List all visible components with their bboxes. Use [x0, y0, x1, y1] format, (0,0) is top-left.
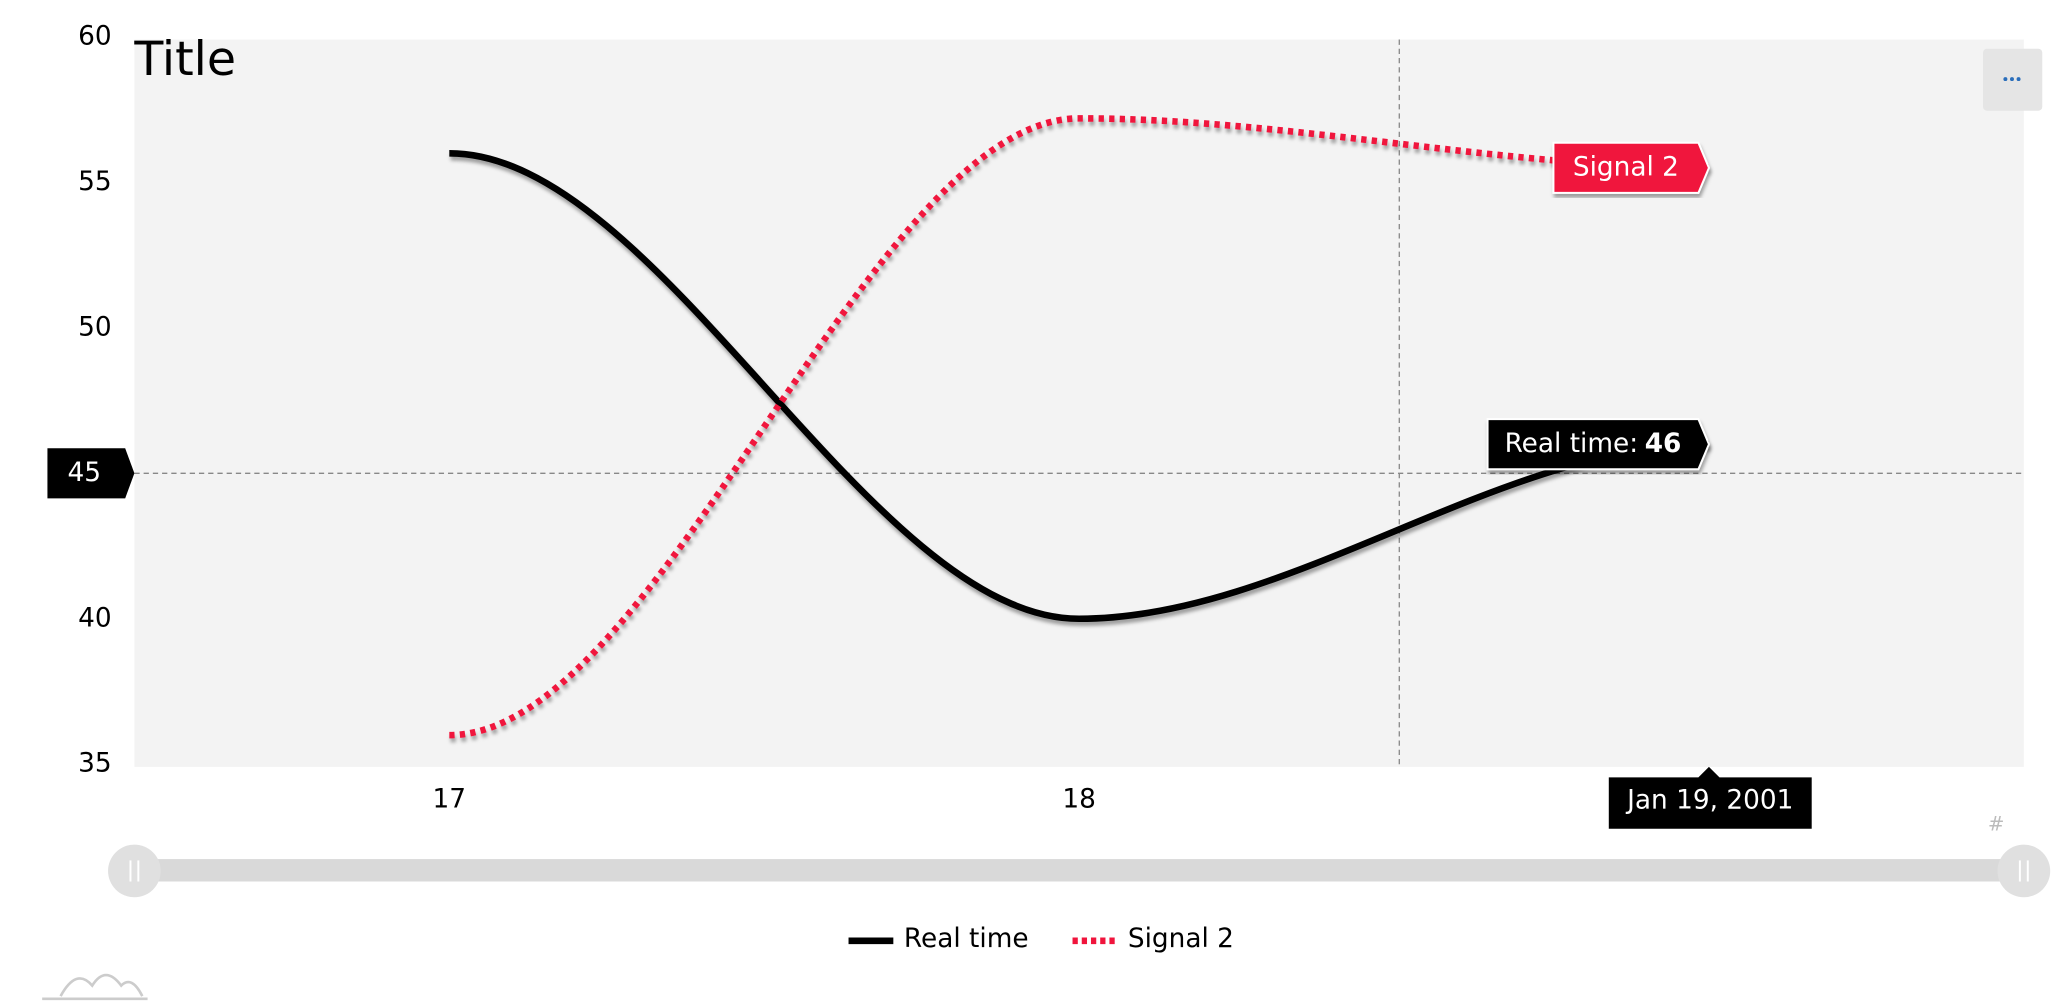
- plot-area: [134, 39, 2024, 767]
- menu-dot: [2003, 77, 2008, 82]
- tooltip-value: 46: [1645, 429, 1682, 459]
- logo-curve: [59, 973, 144, 997]
- scrollbar[interactable]: [108, 844, 2051, 898]
- menu-dot: [2010, 77, 2014, 82]
- x-tick-label: 18: [1062, 784, 1096, 814]
- scrollbar-grip-right[interactable]: [1997, 844, 2051, 898]
- legend-label[interactable]: Real time: [904, 924, 1029, 954]
- menu-button[interactable]: [1982, 48, 2043, 111]
- legend-label[interactable]: Signal 2: [1128, 924, 1234, 954]
- series-line: [449, 115, 1709, 739]
- logo: [42, 973, 148, 1001]
- scrollbar-track[interactable]: [134, 859, 2024, 882]
- cursor-x-label: Jan 19, 2001: [1625, 786, 1793, 816]
- cursor-y-box: [47, 448, 135, 499]
- tooltip-box: [1552, 141, 1711, 194]
- menu-dot: [2016, 77, 2021, 82]
- y-tick-label: 60: [78, 21, 112, 51]
- tooltip-text: Signal 2: [1573, 152, 1679, 182]
- tooltip-box: [1486, 418, 1711, 471]
- y-tick-label: 40: [78, 603, 112, 633]
- y-tick-label: 50: [78, 312, 112, 342]
- tooltip-label: Real time:: [1505, 429, 1639, 459]
- corner-mark: #: [1988, 812, 2005, 835]
- cursor-x-box: [1608, 766, 1812, 829]
- scrollbar-grip-left[interactable]: [108, 844, 161, 898]
- series-line: [449, 149, 1709, 623]
- cursor-y-label: 45: [68, 458, 102, 488]
- y-tick-label: 55: [78, 167, 112, 197]
- chart-title: Title: [133, 32, 236, 87]
- y-tick-label: 35: [78, 749, 112, 779]
- x-tick-label: 17: [433, 784, 467, 814]
- tooltip-text: Real time: 46: [1505, 429, 1682, 459]
